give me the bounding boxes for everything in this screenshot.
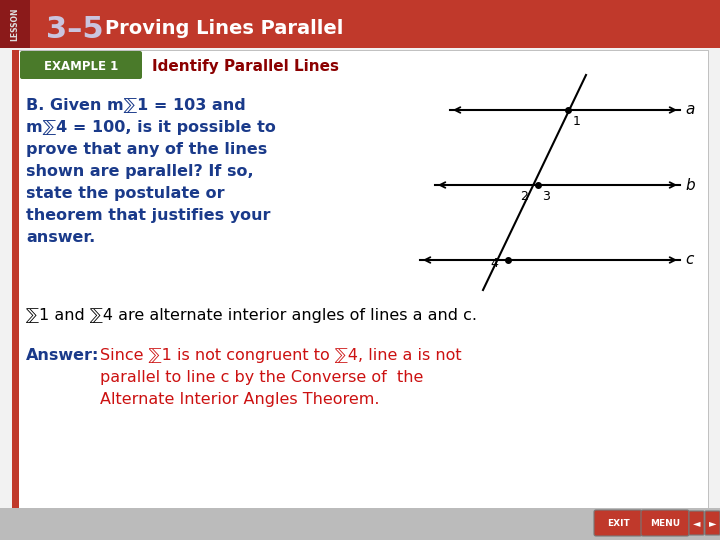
FancyBboxPatch shape	[689, 511, 704, 535]
Text: 1: 1	[573, 115, 581, 128]
Text: shown are parallel? If so,: shown are parallel? If so,	[26, 164, 253, 179]
Text: Proving Lines Parallel: Proving Lines Parallel	[105, 18, 343, 37]
Text: a: a	[685, 103, 694, 118]
FancyBboxPatch shape	[12, 50, 708, 518]
Text: EXAMPLE 1: EXAMPLE 1	[44, 60, 118, 73]
Text: 3–5: 3–5	[46, 16, 104, 44]
Text: ⅀1 and ⅀4 are alternate interior angles of lines a and c.: ⅀1 and ⅀4 are alternate interior angles …	[26, 308, 477, 323]
Text: 3: 3	[542, 190, 550, 203]
Text: Identify Parallel Lines: Identify Parallel Lines	[152, 59, 339, 75]
Text: state the postulate or: state the postulate or	[26, 186, 225, 201]
FancyBboxPatch shape	[641, 510, 689, 536]
Text: MENU: MENU	[650, 518, 680, 528]
Text: ◄: ◄	[693, 518, 701, 528]
Text: B. Given m⅀1 = 103 and: B. Given m⅀1 = 103 and	[26, 98, 246, 113]
FancyBboxPatch shape	[594, 510, 642, 536]
Text: LESSON: LESSON	[11, 7, 19, 40]
FancyBboxPatch shape	[20, 51, 142, 79]
FancyBboxPatch shape	[12, 50, 19, 518]
Text: theorem that justifies your: theorem that justifies your	[26, 208, 271, 223]
Text: b: b	[685, 178, 695, 192]
Text: c: c	[685, 253, 693, 267]
Text: 2: 2	[520, 190, 528, 203]
Text: ►: ►	[708, 518, 716, 528]
FancyBboxPatch shape	[0, 0, 720, 48]
FancyBboxPatch shape	[0, 508, 720, 540]
Text: m⅀4 = 100, is it possible to: m⅀4 = 100, is it possible to	[26, 120, 276, 135]
Text: parallel to line c by the Converse of  the: parallel to line c by the Converse of th…	[100, 370, 423, 385]
Text: Answer:: Answer:	[26, 348, 99, 363]
FancyBboxPatch shape	[705, 511, 720, 535]
Text: prove that any of the lines: prove that any of the lines	[26, 142, 267, 157]
FancyBboxPatch shape	[0, 0, 30, 48]
Text: answer.: answer.	[26, 230, 95, 245]
Text: 4: 4	[490, 257, 498, 270]
Text: Since ⅀1 is not congruent to ⅀4, line a is not: Since ⅀1 is not congruent to ⅀4, line a …	[100, 348, 462, 363]
Text: EXIT: EXIT	[607, 518, 629, 528]
Text: Alternate Interior Angles Theorem.: Alternate Interior Angles Theorem.	[100, 392, 379, 407]
